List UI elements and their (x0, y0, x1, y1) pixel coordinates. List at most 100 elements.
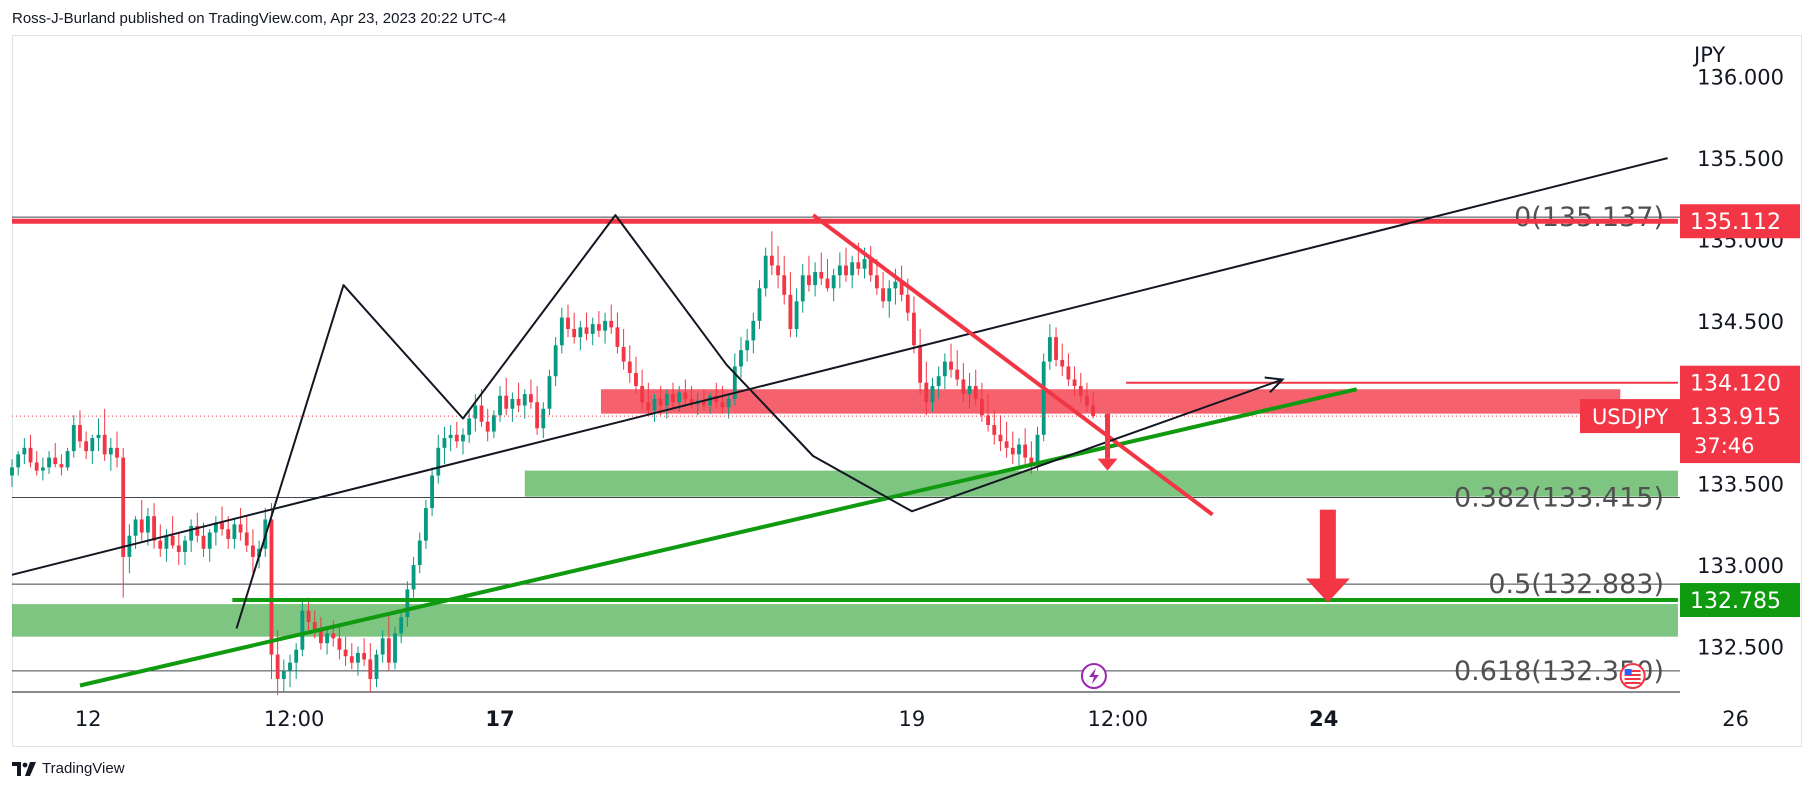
price-axis: JPY136.000135.500135.000134.500133.50013… (1692, 43, 1784, 659)
candle-body (776, 265, 780, 276)
candle-body (955, 369, 960, 380)
candle-body (220, 522, 224, 530)
candle-body (510, 398, 515, 409)
candle-body (423, 508, 428, 541)
candle-body (288, 662, 292, 671)
candle-body (967, 385, 972, 395)
candle-body (893, 281, 898, 289)
candle-body (1091, 405, 1096, 417)
candle-body (201, 535, 206, 549)
candle-body (244, 532, 249, 546)
candle-body (300, 610, 305, 650)
candle-body (1041, 361, 1046, 435)
arrows-layer (1097, 413, 1350, 603)
candle-body (121, 457, 126, 557)
candle-body (683, 392, 688, 399)
candle-body (800, 275, 805, 302)
price-tag (1680, 204, 1800, 239)
candle-body (65, 451, 70, 468)
candle-body (671, 394, 675, 403)
candle-body (28, 447, 33, 463)
price-tick: 135.500 (1697, 147, 1784, 171)
price-tag (1680, 365, 1800, 400)
candle-body (658, 398, 663, 406)
candle-body (850, 262, 855, 276)
candle-body (386, 638, 391, 663)
currency-label: JPY (1692, 43, 1725, 67)
candle-body (992, 425, 997, 435)
candle-body (504, 395, 509, 409)
candle-body (936, 376, 941, 386)
candle-body (862, 259, 867, 269)
candle-body (485, 421, 490, 432)
candle-body (942, 361, 947, 377)
candle-body (1078, 385, 1083, 396)
flag-stripe (1624, 674, 1641, 676)
tradingview-footer[interactable]: TradingView (12, 760, 125, 777)
candle-body (640, 385, 645, 403)
candle-body (529, 394, 533, 403)
time-tick: 24 (1309, 707, 1338, 731)
price-tag (1680, 583, 1800, 618)
support-zone (12, 604, 1678, 637)
candle-body (578, 327, 583, 338)
candle-body (1072, 379, 1077, 386)
candle-body (837, 265, 842, 276)
candle-body (467, 418, 472, 435)
time-tick: 12:00 (1088, 707, 1149, 731)
down-arrow-shaft (1105, 413, 1111, 459)
candle-body (127, 535, 132, 557)
candle-body (78, 425, 82, 442)
candle-body (349, 656, 354, 663)
candle-body (819, 272, 824, 279)
candle-body (1047, 337, 1052, 362)
candle-body (961, 379, 966, 395)
candle-body (1004, 441, 1009, 448)
lightning-glyph (1088, 668, 1099, 684)
down-arrow-head (1305, 578, 1350, 603)
candle-body (417, 540, 422, 566)
candle-body (399, 617, 404, 634)
candle-body (59, 464, 64, 468)
candle-body (918, 345, 923, 383)
candle-body (979, 398, 984, 416)
candle-body (380, 638, 385, 655)
candle-body (133, 519, 138, 536)
down-arrow-shaft (1319, 509, 1336, 579)
flag-stripe (1624, 682, 1641, 684)
candle-body (732, 366, 737, 399)
candle-body (634, 372, 638, 386)
candle-body (652, 398, 657, 411)
candle-body (664, 394, 669, 406)
candle-body (479, 405, 484, 422)
candle-body (603, 320, 607, 331)
current-price-tag (1680, 399, 1800, 464)
candle-body (213, 522, 218, 533)
candle-body (232, 524, 237, 539)
candle-body (436, 447, 441, 476)
price-tick: 133.000 (1697, 554, 1784, 578)
candle-body (924, 382, 929, 403)
candle-body (34, 462, 39, 471)
candle-body (547, 376, 552, 409)
symbol-tag (1580, 399, 1680, 434)
drawings-layer (11, 157, 1680, 688)
candle-body (238, 524, 243, 533)
candle-body (337, 638, 342, 650)
trendline (811, 213, 1214, 517)
down-arrow-head (1097, 458, 1118, 471)
candle-body (498, 395, 502, 416)
candle-body (170, 535, 175, 546)
candle-body (10, 467, 14, 476)
candle-body (325, 633, 329, 644)
candle-body (572, 329, 577, 338)
price-tick: 136.000 (1697, 66, 1784, 90)
tradingview-logo-icon (12, 761, 36, 776)
time-tick: 12 (75, 707, 102, 731)
candle-body (281, 670, 286, 679)
candle-body (368, 659, 373, 679)
candle-body (825, 278, 830, 289)
candle-body (405, 589, 410, 618)
candle-body (158, 540, 163, 549)
